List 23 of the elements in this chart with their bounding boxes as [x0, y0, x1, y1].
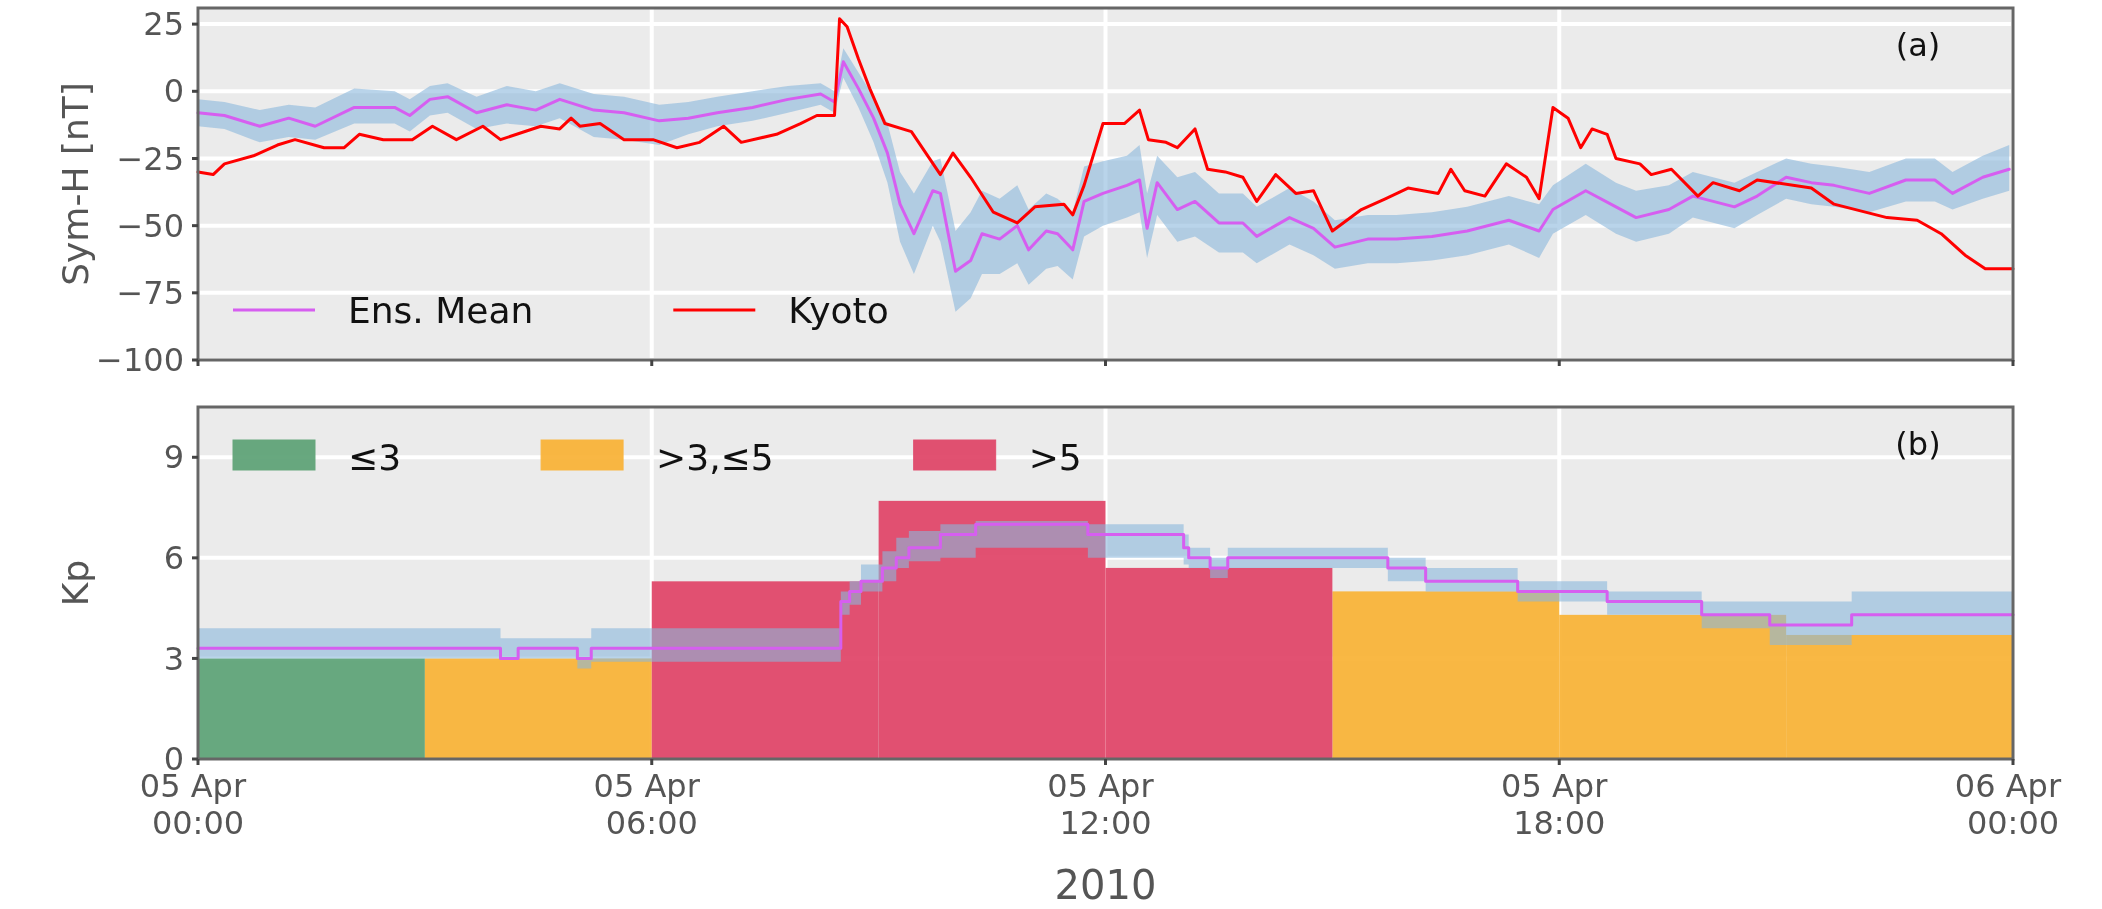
legend-label: Ens. Mean: [348, 289, 534, 331]
x-axis-title: 2010: [1054, 862, 1157, 908]
y-tick-label: −75: [116, 274, 184, 313]
annotation: (a): [1895, 26, 1941, 64]
y-tick-label: −50: [116, 206, 184, 245]
y-tick-label: 3: [163, 639, 184, 678]
legend-label: >5: [1028, 436, 1082, 478]
y-tick-label: 6: [163, 539, 184, 578]
y-axis-title: Sym-H [nT]: [55, 82, 96, 286]
legend-label: ≤3: [348, 436, 402, 478]
annotation: (b): [1895, 425, 1941, 463]
y-tick-label: 9: [163, 438, 184, 477]
legend-label: Kyoto: [788, 289, 889, 331]
y-tick-label: −25: [116, 139, 184, 178]
x-tick-label: 05 Apr 18:00: [1501, 767, 1618, 842]
x-tick-label: 05 Apr 12:00: [1047, 767, 1164, 842]
y-tick-label: −100: [96, 341, 184, 380]
y-tick-label: 0: [163, 72, 184, 111]
x-tick-label: 05 Apr 06:00: [593, 767, 710, 842]
y-tick-label: 25: [143, 5, 184, 44]
legend-label: >3,≤5: [656, 436, 774, 478]
y-axis-title: Kp: [55, 559, 96, 607]
x-tick-label: 06 Apr 00:00: [1954, 767, 2072, 842]
